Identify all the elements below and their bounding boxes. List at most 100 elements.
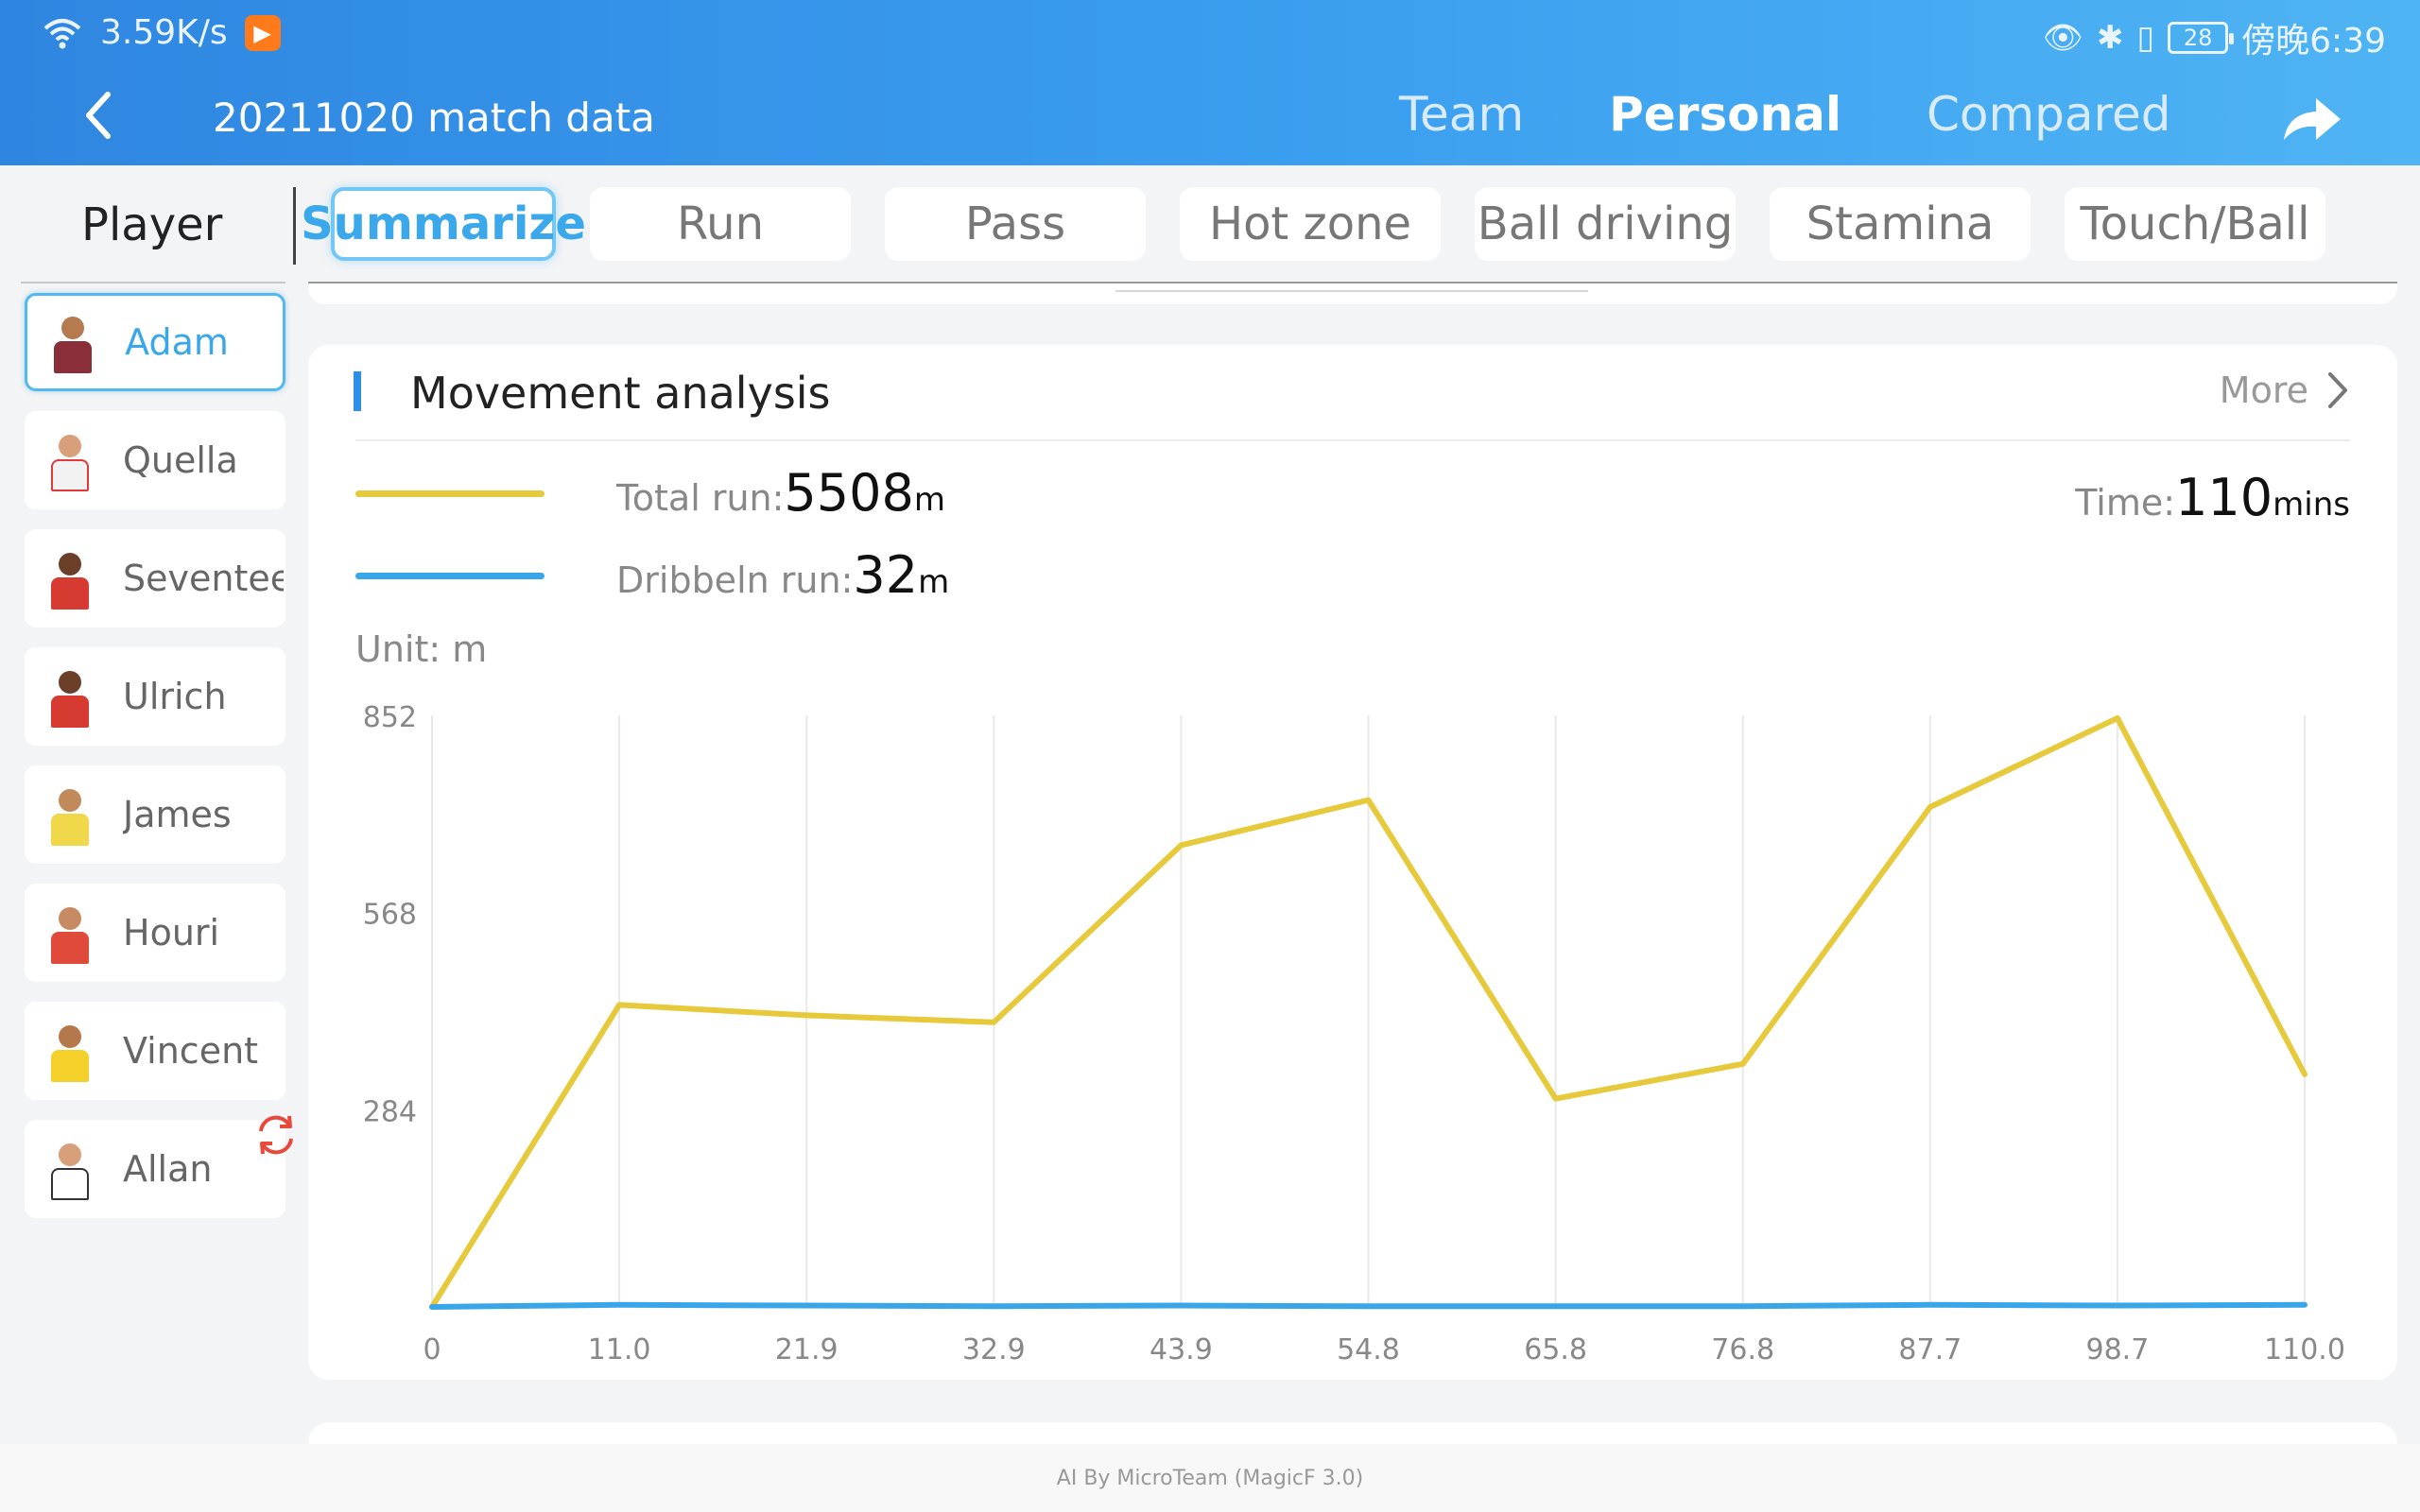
app-notification-icon: ▶ — [244, 14, 281, 51]
status-right: 👁 ✱ ▯ 28 傍晚6:39 — [2043, 13, 2386, 62]
x-tick-label: 0 — [423, 1333, 441, 1366]
player-name: Allan — [123, 1148, 213, 1190]
chevron-left-icon — [86, 92, 111, 139]
x-tick-label: 110.0 — [2264, 1333, 2345, 1366]
y-tick-label: 568 — [363, 899, 417, 932]
share-button[interactable] — [2278, 93, 2344, 146]
legend-dribble-run: Dribbeln run: 32 m — [355, 545, 949, 605]
back-button[interactable] — [76, 87, 123, 144]
tabs-scroll-indicator[interactable] — [1115, 290, 1588, 292]
clock: 傍晚6:39 — [2241, 22, 2386, 60]
x-tick-label: 21.9 — [775, 1333, 838, 1366]
header-tabs: Team Personal Compared — [1399, 87, 2256, 142]
legend-swatch-dribble — [355, 573, 544, 579]
y-tick-label: 852 — [363, 701, 417, 734]
card-accent-bar — [354, 371, 361, 411]
avatar — [47, 1138, 93, 1200]
sidebar-title: Player — [81, 198, 223, 251]
card-divider — [355, 439, 2350, 441]
avatar — [50, 311, 95, 373]
tab-personal[interactable]: Personal — [1609, 87, 1841, 142]
player-list: Adam Quella Seventee Ulrich James Houri … — [25, 293, 293, 1238]
player-item-james[interactable]: James — [25, 765, 285, 864]
x-tick-label: 98.7 — [2086, 1333, 2150, 1366]
player-item-houri[interactable]: Houri — [25, 884, 285, 982]
battery-level: 28 — [2183, 25, 2213, 51]
x-tick-label: 76.8 — [1711, 1333, 1774, 1366]
movement-line-chart: 284 568 852 0 11.0 21.9 32.9 43.9 54.8 65.8 76.8 87… — [363, 701, 2345, 1366]
time-value: 110 — [2175, 468, 2273, 527]
tab-compared[interactable]: Compared — [1926, 87, 2171, 142]
app-header: 3.59K/s ▶ 👁 ✱ ▯ 28 傍晚6:39 20211020 match… — [0, 0, 2420, 165]
x-tick-label: 65.8 — [1524, 1333, 1587, 1366]
vibrate-icon: ▯ — [2136, 19, 2155, 57]
more-label: More — [2219, 369, 2308, 411]
sidebar-divider — [293, 187, 296, 265]
share-icon — [2284, 98, 2341, 140]
footer: AI By MicroTeam (MagicF 3.0) — [0, 1444, 2420, 1512]
legend-label: Total run: — [616, 477, 785, 519]
player-item-vincent[interactable]: Vincent — [25, 1002, 285, 1100]
status-left: 3.59K/s ▶ — [42, 13, 281, 52]
tab-hot-zone[interactable]: Hot zone — [1180, 187, 1441, 261]
tab-run[interactable]: Run — [590, 187, 851, 261]
legend-label: Dribbeln run: — [616, 559, 854, 601]
player-name: Seventee — [123, 558, 284, 599]
eye-icon: 👁 — [2042, 19, 2083, 57]
tab-stamina[interactable]: Stamina — [1770, 187, 2031, 261]
series-line-dribble-run — [429, 1301, 2308, 1310]
avatar — [47, 429, 93, 491]
card-title: Movement analysis — [410, 368, 831, 419]
dribble-run-unit: m — [918, 563, 950, 601]
total-run-value: 5508 — [784, 463, 914, 523]
tab-touch-ball[interactable]: Touch/Ball — [2065, 187, 2325, 261]
sidebar-underline — [21, 282, 285, 284]
sub-tabs: Summarize Run Pass Hot zone Ball driving… — [301, 187, 2325, 261]
player-item-quella[interactable]: Quella — [25, 411, 285, 509]
wifi-icon — [42, 15, 83, 51]
player-name: Vincent — [123, 1030, 259, 1072]
chevron-right-icon — [2328, 372, 2347, 408]
total-run-unit: m — [913, 481, 945, 519]
player-item-ulrich[interactable]: Ulrich — [25, 647, 285, 746]
series-line-total-run — [429, 714, 2308, 1310]
y-tick-label: 284 — [363, 1095, 417, 1128]
tab-team[interactable]: Team — [1399, 87, 1525, 142]
dribble-run-value: 32 — [853, 545, 919, 605]
player-name: James — [123, 794, 232, 835]
player-name: Houri — [123, 912, 220, 954]
time-label: Time: — [2075, 482, 2176, 524]
legend-swatch-total — [355, 490, 544, 497]
legend-total-run: Total run: 5508 m — [355, 463, 945, 523]
avatar — [47, 783, 93, 846]
x-tick-label: 54.8 — [1337, 1333, 1400, 1366]
player-item-adam[interactable]: Adam — [25, 293, 285, 391]
tabs-strip — [308, 284, 2397, 304]
net-speed: 3.59K/s — [100, 13, 228, 52]
status-bar: 3.59K/s ▶ 👁 ✱ ▯ 28 傍晚6:39 — [0, 0, 2420, 68]
player-name: Ulrich — [123, 676, 227, 717]
movement-analysis-card: Movement analysis More Total run: 5508 m… — [308, 345, 2397, 1380]
tab-ball-driving[interactable]: Ball driving — [1475, 187, 1736, 261]
time-block: Time: 110 mins — [2075, 468, 2350, 527]
more-button[interactable]: More — [2220, 369, 2350, 411]
avatar — [47, 547, 93, 610]
tab-pass[interactable]: Pass — [885, 187, 1146, 261]
avatar — [47, 1020, 93, 1082]
footer-text: AI By MicroTeam (MagicF 3.0) — [1056, 1466, 1364, 1490]
x-tick-label: 43.9 — [1150, 1333, 1213, 1366]
page-title: 20211020 match data — [213, 94, 655, 141]
x-tick-label: 87.7 — [1898, 1333, 1962, 1366]
time-unit: mins — [2273, 486, 2350, 524]
player-item-allan[interactable]: Allan — [25, 1115, 293, 1218]
refresh-icon[interactable] — [251, 1110, 301, 1160]
x-tick-label: 11.0 — [588, 1333, 651, 1366]
bluetooth-icon: ✱ — [2096, 19, 2124, 57]
player-name: Adam — [125, 321, 229, 363]
tabs-divider — [308, 282, 2397, 284]
tab-summarize[interactable]: Summarize — [301, 187, 586, 261]
unit-label: Unit: m — [355, 628, 488, 670]
player-item-seventee[interactable]: Seventee — [25, 529, 285, 627]
battery-icon: 28 — [2168, 22, 2235, 54]
x-tick-label: 32.9 — [962, 1333, 1026, 1366]
